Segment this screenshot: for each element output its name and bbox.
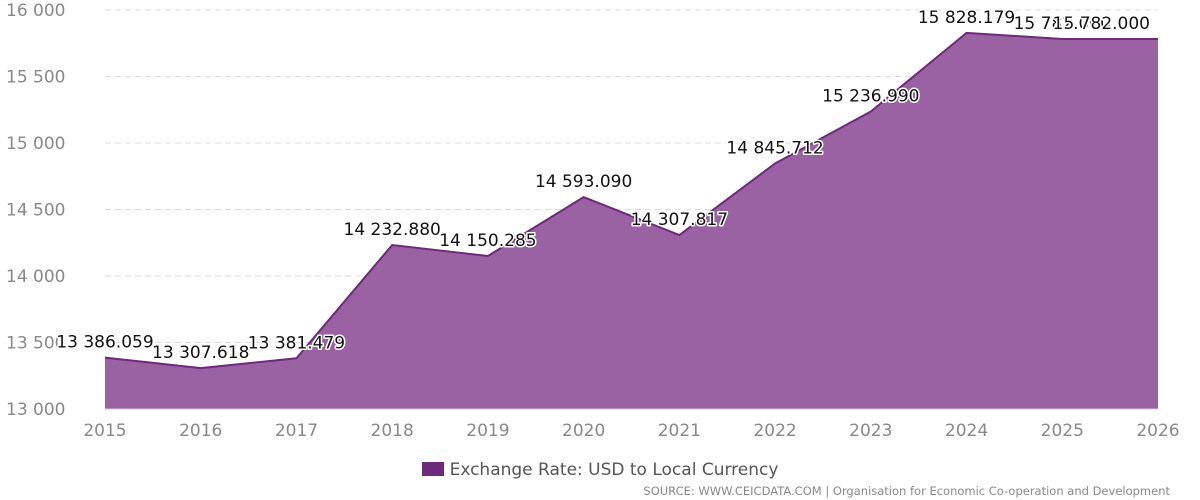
legend-swatch	[421, 462, 444, 476]
y-tick-label: 16 000	[6, 1, 65, 21]
legend-label: Exchange Rate: USD to Local Currency	[449, 460, 779, 480]
data-label: 14 307.817	[631, 210, 728, 230]
y-tick-label: 15 000	[6, 134, 65, 154]
x-tick-label: 2025	[1041, 421, 1084, 441]
legend: Exchange Rate: USD to Local Currency	[0, 460, 1200, 480]
data-label: 13 307.618	[152, 343, 249, 363]
y-tick-label: 14 500	[6, 201, 65, 221]
x-tick-label: 2018	[371, 421, 414, 441]
x-tick-label: 2022	[753, 421, 796, 441]
x-tick-label: 2021	[658, 421, 701, 441]
data-label: 14 150.285	[439, 231, 536, 251]
data-label: 14 593.090	[535, 172, 632, 192]
x-tick-label: 2020	[562, 421, 605, 441]
data-label: 15 782.000	[1053, 14, 1150, 34]
data-label: 14 232.880	[344, 220, 441, 240]
series-line	[104, 31, 1158, 370]
source-note: SOURCE: WWW.CEICDATA.COM | Organisation …	[643, 484, 1170, 498]
x-tick-label: 2015	[83, 421, 126, 441]
x-tick-label: 2023	[849, 421, 892, 441]
data-label: 15 236.990	[822, 86, 919, 106]
data-label: 13 386.059	[56, 333, 153, 353]
y-tick-label: 13 000	[6, 400, 65, 420]
data-label: 13 381.479	[248, 333, 345, 353]
data-label: 14 845.712	[726, 139, 823, 159]
data-label: 15 828.179	[918, 8, 1015, 28]
chart-svg: 13 000 13 500 14 000 14 500 15 000 15 500 16 0…	[6, 1, 1180, 441]
x-tick-label: 2026	[1136, 421, 1179, 441]
x-tick-label: 2017	[275, 421, 318, 441]
series-area	[105, 32, 1158, 409]
y-tick-label: 14 000	[6, 267, 65, 287]
data-label: 15 782.000	[1014, 14, 1111, 34]
y-tick-label: 13 500	[6, 334, 65, 354]
x-tick-label: 2024	[945, 421, 988, 441]
x-tick-label: 2016	[179, 421, 222, 441]
x-tick-label: 2019	[466, 421, 509, 441]
y-tick-label: 15 500	[6, 68, 65, 88]
